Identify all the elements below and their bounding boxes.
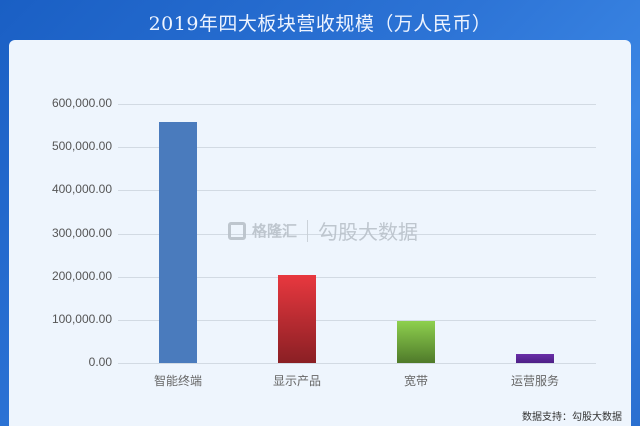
gridline <box>118 104 596 105</box>
chart-title: 2019年四大板块营收规模（万人民币） <box>148 13 492 35</box>
y-tick-label: 600,000.00 <box>51 96 112 110</box>
x-tick-label: 宽带 <box>403 374 428 388</box>
watermark-brand: 格隆汇 <box>252 222 298 240</box>
y-tick-label: 500,000.00 <box>51 139 112 154</box>
bar <box>397 321 435 363</box>
data-source: 数据支持：勾股大数据 <box>522 412 622 423</box>
gridline <box>118 147 596 149</box>
bar <box>516 353 554 363</box>
y-tick-label: 100,000.00 <box>51 311 112 326</box>
x-tick-label: 显示产品 <box>272 374 321 388</box>
gridline <box>118 276 596 278</box>
y-tick-label: 400,000.00 <box>51 182 112 197</box>
x-tick-label: 运营服务 <box>510 374 559 388</box>
x-tick-label: 智能终端 <box>153 374 202 388</box>
gridline <box>118 233 596 235</box>
bar <box>159 122 197 363</box>
watermark-text: 勾股大数据 <box>318 220 419 244</box>
gridline <box>118 190 596 192</box>
y-tick-label: 200,000.00 <box>51 268 112 283</box>
bar <box>278 274 316 363</box>
watermark-divider <box>307 219 309 242</box>
watermark: 格隆汇 勾股大数据 <box>228 216 418 245</box>
gelonghui-logo-icon <box>228 221 246 240</box>
gridline <box>118 363 596 364</box>
gridline <box>118 319 596 321</box>
y-tick-label: 300,000.00 <box>51 225 112 240</box>
y-tick-label: 0.00 <box>88 355 112 369</box>
